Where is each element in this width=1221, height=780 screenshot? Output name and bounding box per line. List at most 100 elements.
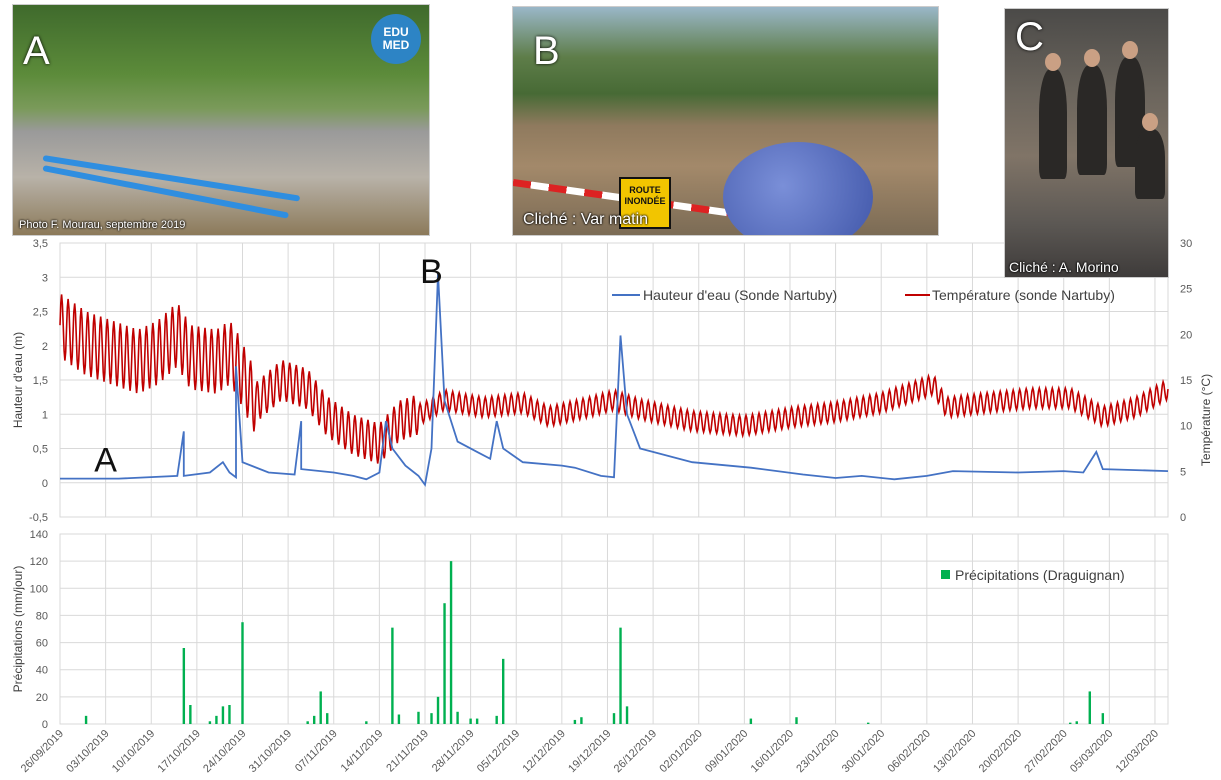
precipitation-bar <box>625 706 629 724</box>
x-tick-label: 05/03/2020 <box>1068 728 1115 775</box>
precipitation-bar <box>449 561 453 724</box>
legend-swatch-precipitation <box>941 570 950 579</box>
edu-med-logo: EDU MED <box>371 14 421 64</box>
precipitation-bar <box>443 603 446 724</box>
precipitation-bar <box>208 721 212 724</box>
precipitation-bar <box>1088 691 1091 724</box>
x-tick-label: 26/12/2019 <box>612 728 659 775</box>
precipitation-bar <box>228 705 231 724</box>
annotation-a: A <box>94 441 117 479</box>
precipitation-bar <box>469 718 472 724</box>
x-tick-label: 23/01/2020 <box>794 728 841 775</box>
precipitation-bar <box>619 627 622 724</box>
y2-tick-label: 20 <box>1180 329 1192 341</box>
y-tick-label: 3 <box>42 272 48 284</box>
x-tick-label: 31/10/2019 <box>247 728 294 775</box>
x-tick-label: 03/10/2019 <box>64 728 111 775</box>
precipitation-bar <box>795 717 798 724</box>
x-tick-label: 05/12/2019 <box>475 728 522 775</box>
y2-tick-label: 25 <box>1180 284 1192 296</box>
y2-tick-label: 15 <box>1180 375 1192 387</box>
precipitation-bar <box>495 715 498 724</box>
photo-letter: B <box>533 29 560 73</box>
y-tick-label: 0,5 <box>33 444 48 456</box>
y-tick-label: 2 <box>42 341 48 353</box>
x-tick-label: 10/10/2019 <box>110 728 157 775</box>
precipitation-bar <box>417 711 420 724</box>
umbrella <box>723 142 873 235</box>
photo-letter: C <box>1015 15 1044 59</box>
x-tick-label: 20/02/2020 <box>977 728 1024 775</box>
x-tick-label: 14/11/2019 <box>339 728 386 775</box>
y-tick-label: 0 <box>42 478 48 490</box>
x-tick-label: 30/01/2020 <box>840 728 887 775</box>
precipitation-bar <box>182 648 186 724</box>
y-tick-label: 1 <box>42 409 48 421</box>
x-tick-label: 19/12/2019 <box>566 728 613 775</box>
y-tick-label: 80 <box>36 610 48 622</box>
precipitation-bar <box>502 658 505 724</box>
student <box>1039 53 1067 179</box>
precipitation-bar <box>456 711 459 724</box>
precipitation-bar <box>306 721 309 724</box>
x-tick-label: 27/02/2020 <box>1022 728 1069 775</box>
precipitation-bar <box>221 706 225 724</box>
precipitation-bar <box>241 622 244 724</box>
temperature-series-line <box>59 294 1169 464</box>
y-tick-label: 60 <box>36 638 48 650</box>
y2-tick-label: 30 <box>1180 238 1192 250</box>
y-tick-label: 100 <box>30 583 48 595</box>
x-tick-label: 13/02/2020 <box>931 728 978 775</box>
y-tick-label: 140 <box>30 529 48 541</box>
x-tick-label: 12/03/2020 <box>1114 728 1161 775</box>
y2-tick-label: 5 <box>1180 466 1186 478</box>
y-axis-label: Hauteur d'eau (m) <box>11 332 25 428</box>
precipitation-bar <box>749 718 753 724</box>
y-axis-label: Précipitations (mm/jour) <box>11 566 25 693</box>
precipitation-chart: 140 120 100 80 60 40 20 026/09/201903/10/201910… <box>11 529 1169 775</box>
precipitation-bar <box>319 691 322 724</box>
y2-tick-label: 0 <box>1180 512 1186 524</box>
precipitation-bar <box>1075 721 1078 724</box>
y-tick-label: 40 <box>36 665 48 677</box>
photo-letter: A <box>23 29 50 73</box>
precipitation-bar <box>573 719 577 724</box>
photo-credit: Photo F. Mourau, septembre 2019 <box>19 219 186 231</box>
x-tick-label: 17/10/2019 <box>156 728 203 775</box>
photo-a-bridge: A EDU MED Photo F. Mourau, septembre 201… <box>12 4 430 236</box>
precipitation-bar <box>391 627 394 724</box>
y2-axis-label: Température (°C) <box>1199 374 1213 466</box>
x-tick-label: 16/01/2020 <box>749 728 796 775</box>
precipitation-bar <box>84 715 88 724</box>
y-tick-label: 0 <box>42 719 48 731</box>
x-tick-label: 21/11/2019 <box>384 728 431 775</box>
plot-area <box>59 533 1169 725</box>
precipitation-bar <box>475 718 479 724</box>
y-tick-label: 2,5 <box>33 307 48 319</box>
precipitation-bar <box>215 715 218 724</box>
legend-label-precipitation: Précipitations (Draguignan) <box>955 567 1125 583</box>
legend-label-water: Hauteur d'eau (Sonde Nartuby) <box>643 287 837 303</box>
y-tick-label: 20 <box>36 692 48 704</box>
precipitation-bar <box>397 714 401 724</box>
x-tick-label: 12/12/2019 <box>521 728 568 775</box>
x-tick-label: 07/11/2019 <box>293 728 340 775</box>
photo-c-students: C Cliché : A. Morino <box>1004 8 1169 278</box>
y-tick-label: -0,5 <box>29 512 48 524</box>
precipitation-bar <box>365 721 368 724</box>
precipitation-bar <box>430 713 433 724</box>
precipitation-bar <box>866 722 870 724</box>
y2-tick-label: 10 <box>1180 421 1192 433</box>
precipitation-bar <box>1101 713 1105 724</box>
precipitation-bar <box>326 713 329 724</box>
student <box>1135 113 1165 199</box>
precipitation-bar <box>189 705 192 724</box>
photo-credit: Cliché : A. Morino <box>1009 259 1119 275</box>
x-tick-label: 09/01/2020 <box>703 728 750 775</box>
legend-label-temperature: Température (sonde Nartuby) <box>932 287 1115 303</box>
annotation-b: B <box>420 253 443 291</box>
precipitation-bar <box>612 713 616 724</box>
water-level-series-line <box>60 273 1169 488</box>
x-tick-label: 06/02/2020 <box>886 728 933 775</box>
precipitation-bar <box>436 696 440 724</box>
